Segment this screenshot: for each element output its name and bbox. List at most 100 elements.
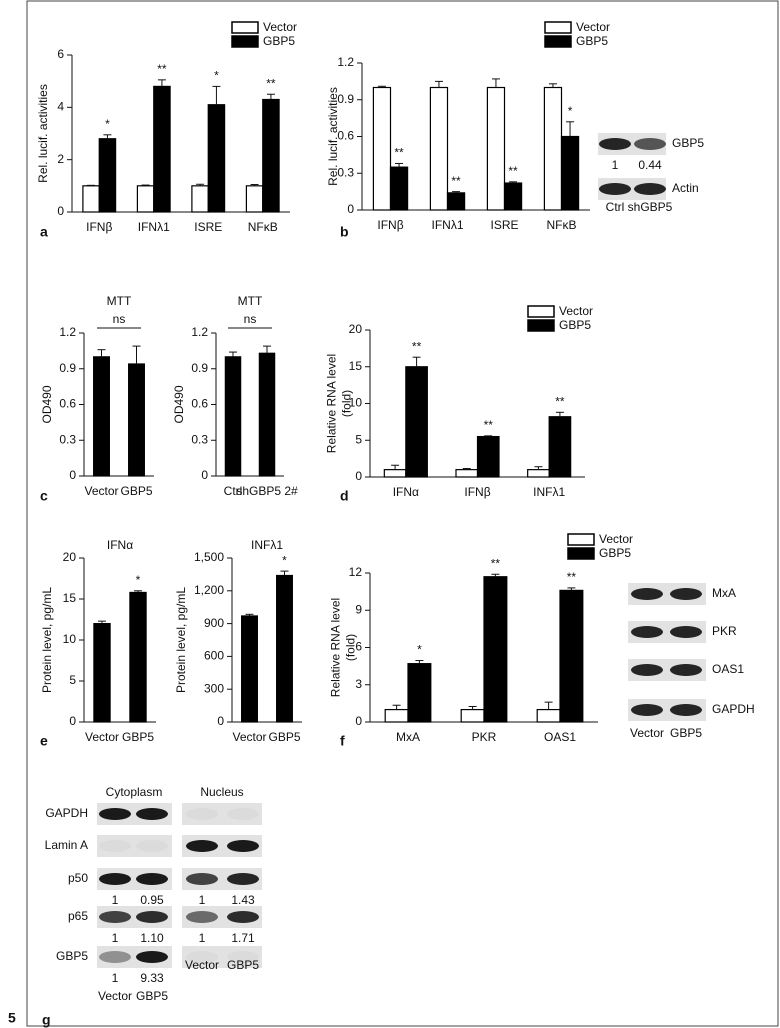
bar [82,185,100,213]
blot-row-label: GAPDH [45,806,88,820]
blot-band [631,588,663,600]
bar [93,356,110,477]
figure-number: 5 [8,1010,16,1026]
x-tick-label: IFNλ1 [431,218,463,232]
blot-lane-label: shGBP5 [628,200,673,214]
blot-lane-label: GBP5 [670,726,702,740]
bar [407,663,432,723]
legend-label: Vector [576,20,610,34]
y-tick-label: 0 [57,204,64,218]
legend-swatch [567,533,595,546]
significance-label: ** [394,146,404,160]
significance-label: ** [157,62,167,76]
x-tick-label: GBP5 [120,484,152,498]
blot-quant: 1 [612,158,619,172]
y-tick-label: 6 [57,47,64,61]
significance-label: ** [567,570,577,584]
x-tick-label: IFNβ [86,220,112,234]
bar [153,85,171,213]
bar [560,135,580,211]
blot-quant: 0.44 [638,158,662,172]
blot-band [631,626,663,638]
legend-label: Vector [559,304,593,318]
bar [129,591,147,723]
blot-row-label: Actin [672,181,699,195]
blot-quant: 1 [112,893,119,907]
x-tick-label: PKR [472,730,497,744]
blot-quant: 1 [199,893,206,907]
blot-band [136,840,168,852]
y-tick-label: 15 [349,359,363,373]
blot-row-label: MxA [712,586,736,600]
chart-title: IFNα [107,538,133,552]
legend-swatch [231,21,259,34]
legend-label: GBP5 [559,318,591,332]
y-tick-label: 1.2 [191,325,208,339]
y-axis-label: Rel. lucif. activities [326,87,340,186]
panel-label: d [340,488,349,504]
significance-label: * [568,104,573,118]
blot-band [136,873,168,885]
bar [503,182,523,211]
blot-band [99,873,131,885]
y-tick-label: 0.6 [191,397,208,411]
blot-strip [182,946,262,968]
blot-lane-label: Vector [185,958,219,972]
y-tick-label: 4 [57,100,64,114]
blot-band [136,911,168,923]
chart-title: MTT [238,294,263,308]
blot-band [599,183,631,195]
blot-quant: 1.43 [231,893,255,907]
legend-swatch [544,35,572,48]
y-tick-label: 12 [349,565,363,579]
blot-row-label: p65 [68,909,88,923]
blot-quant: 1 [199,931,206,945]
y-tick-label: 600 [204,649,224,663]
y-tick-label: 0 [69,714,76,728]
y-tick-label: 0.6 [337,129,354,143]
x-tick-label: Vector [232,730,266,744]
blot-band [670,626,702,638]
blot-row-label: p50 [68,871,88,885]
blot-row-label: OAS1 [712,662,744,676]
bar [93,622,111,723]
bar [455,469,479,478]
x-tick-label: ISRE [194,220,222,234]
significance-label: ** [484,418,494,432]
blot-quant: 1.10 [140,931,164,945]
panel-label: g [42,1012,51,1028]
blot-band [634,183,666,195]
y-tick-label: 20 [349,322,363,336]
y-axis-label: OD490 [172,385,186,423]
blot-band [227,911,259,923]
bar [224,356,242,477]
blot-band [670,588,702,600]
bar [389,166,409,211]
significance-label: ** [266,76,276,90]
x-tick-label: INFλ1 [533,485,565,499]
y-tick-label: 0.3 [191,432,208,446]
y-axis-label: (fold) [340,390,354,417]
y-tick-label: 0 [217,714,224,728]
panel-label: f [340,733,345,749]
blot-band [631,704,663,716]
blot-band [227,808,259,820]
blot-quant: 1.71 [231,931,255,945]
blot-row-label: GBP5 [672,136,704,150]
blot-header: Cytoplasm [106,785,163,799]
blot-band [227,840,259,852]
chart-title: INFλ1 [251,538,283,552]
y-axis-label: Relative RNA level [329,598,343,697]
x-tick-label: GBP5 [122,730,154,744]
y-axis-label: Protein level, pg/mL [40,587,54,693]
blot-lane-label: GBP5 [227,958,259,972]
blot-lane-label: Vector [630,726,664,740]
blot-row-label: PKR [712,624,737,638]
panel-label: b [340,224,349,240]
bar [476,435,500,478]
significance-label: ** [412,339,422,353]
blot-band [670,664,702,676]
y-tick-label: 10 [349,396,363,410]
y-tick-label: 5 [69,673,76,687]
y-tick-label: 1.2 [337,55,354,69]
